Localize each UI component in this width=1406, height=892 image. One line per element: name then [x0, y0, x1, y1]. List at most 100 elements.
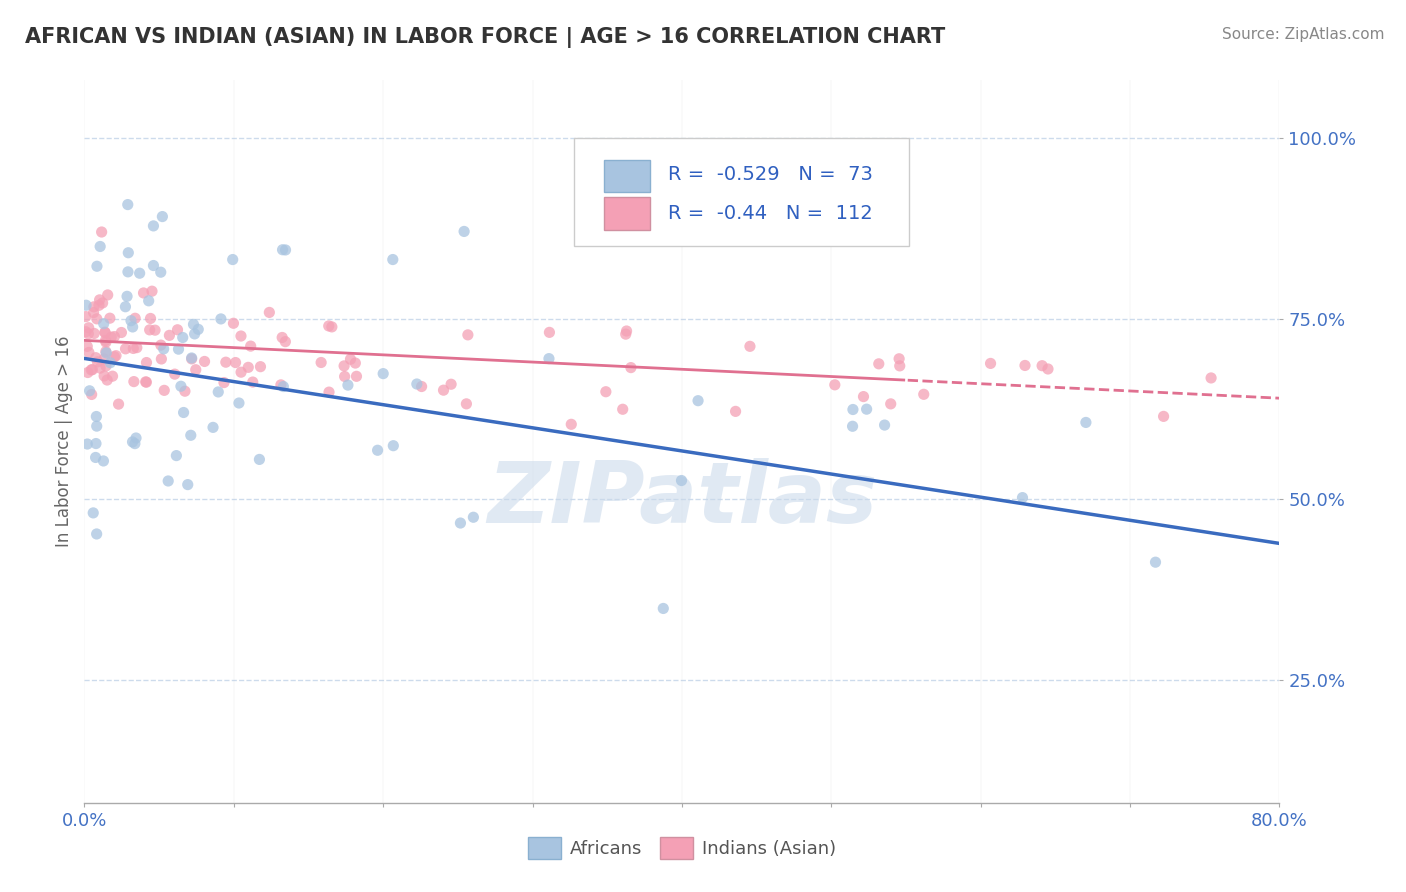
- Point: [537, 351, 560, 366]
- FancyBboxPatch shape: [605, 160, 650, 193]
- Point: [1074, 416, 1097, 430]
- Point: [382, 439, 405, 453]
- Point: [97, 288, 120, 302]
- Point: [321, 319, 343, 334]
- Point: [86, 311, 108, 326]
- Point: [456, 397, 478, 411]
- Point: [122, 342, 145, 356]
- Point: [453, 224, 475, 238]
- Point: [96, 346, 118, 360]
- Point: [86, 409, 108, 424]
- Point: [824, 377, 846, 392]
- Point: [274, 243, 297, 257]
- Point: [1199, 371, 1222, 385]
- Point: [868, 357, 890, 371]
- Point: [103, 329, 125, 343]
- Point: [86, 355, 108, 369]
- Point: [139, 311, 162, 326]
- Point: [89, 293, 111, 307]
- Point: [93, 368, 115, 383]
- Text: ZIPatlas: ZIPatlas: [486, 458, 877, 541]
- Point: [135, 355, 157, 369]
- Point: [141, 284, 163, 298]
- FancyBboxPatch shape: [575, 138, 910, 246]
- Point: [620, 360, 643, 375]
- Point: [124, 311, 146, 326]
- Point: [138, 293, 160, 308]
- Point: [93, 454, 115, 468]
- Point: [738, 339, 761, 353]
- Point: [90, 225, 112, 239]
- Point: [128, 266, 150, 280]
- Point: [152, 342, 174, 356]
- Point: [80, 387, 103, 401]
- Point: [183, 318, 205, 332]
- Point: [83, 300, 105, 314]
- Point: [170, 379, 193, 393]
- Point: [86, 527, 108, 541]
- Point: [75, 310, 97, 324]
- Point: [124, 436, 146, 450]
- Point: [841, 419, 863, 434]
- Point: [135, 375, 157, 389]
- Point: [149, 265, 172, 279]
- Legend: Africans, Indians (Asian): Africans, Indians (Asian): [529, 837, 835, 859]
- Point: [76, 366, 98, 380]
- Point: [107, 397, 129, 411]
- Point: [612, 402, 634, 417]
- Point: [652, 601, 675, 615]
- Point: [346, 369, 368, 384]
- Point: [221, 252, 243, 267]
- Point: [103, 350, 125, 364]
- Point: [80, 363, 103, 377]
- Point: [449, 516, 471, 530]
- Point: [887, 351, 910, 366]
- Point: [339, 352, 361, 367]
- Point: [86, 419, 108, 434]
- Point: [180, 351, 202, 366]
- Point: [215, 355, 238, 369]
- Point: [138, 323, 160, 337]
- Point: [76, 339, 98, 353]
- Point: [207, 384, 229, 399]
- Point: [143, 323, 166, 337]
- Point: [238, 360, 260, 375]
- Point: [76, 437, 98, 451]
- Point: [87, 298, 110, 312]
- Point: [560, 417, 582, 432]
- Point: [271, 243, 294, 257]
- Point: [105, 349, 128, 363]
- Point: [89, 239, 111, 253]
- Point: [172, 330, 194, 344]
- Point: [173, 405, 195, 419]
- Point: [94, 335, 117, 350]
- Point: [212, 376, 235, 390]
- Point: [149, 338, 172, 352]
- Point: [165, 449, 187, 463]
- Point: [79, 384, 101, 398]
- Point: [77, 345, 100, 359]
- Point: [333, 359, 356, 373]
- Point: [93, 351, 115, 366]
- Text: Source: ZipAtlas.com: Source: ZipAtlas.com: [1222, 27, 1385, 42]
- Point: [83, 305, 105, 319]
- Point: [174, 384, 197, 399]
- Point: [83, 326, 105, 341]
- Point: [75, 298, 97, 312]
- Point: [96, 373, 118, 387]
- Point: [432, 383, 454, 397]
- Y-axis label: In Labor Force | Age > 16: In Labor Force | Age > 16: [55, 335, 73, 548]
- FancyBboxPatch shape: [605, 197, 650, 230]
- Point: [1153, 409, 1175, 424]
- Point: [166, 323, 188, 337]
- Text: AFRICAN VS INDIAN (ASIAN) IN LABOR FORCE | AGE > 16 CORRELATION CHART: AFRICAN VS INDIAN (ASIAN) IN LABOR FORCE…: [25, 27, 946, 48]
- Point: [457, 327, 479, 342]
- Point: [273, 379, 295, 393]
- Point: [89, 361, 111, 376]
- Point: [318, 318, 340, 333]
- Point: [225, 355, 247, 369]
- Point: [153, 384, 176, 398]
- Point: [616, 324, 638, 338]
- Point: [855, 402, 877, 417]
- Point: [1011, 491, 1033, 505]
